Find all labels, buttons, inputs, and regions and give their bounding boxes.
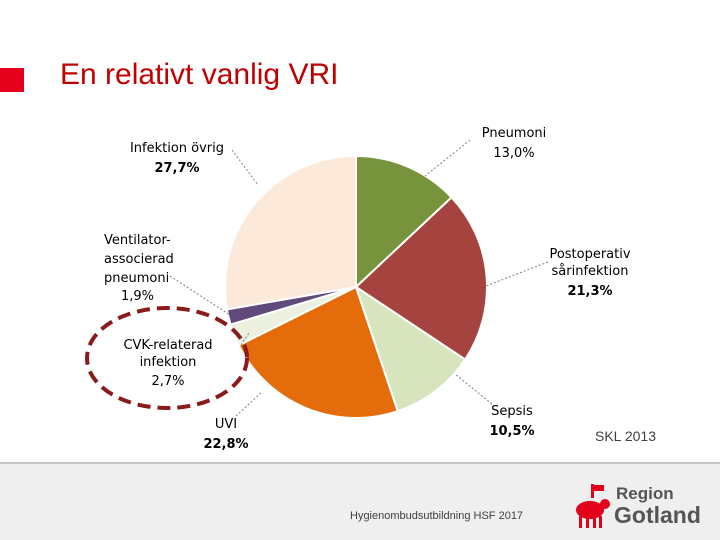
slice-value: 13,0% [493,146,534,161]
pie-slice-0 [355,154,453,290]
label-ventilator: Ventilator- associerad pneumoni 1,9% [104,233,174,304]
pie-chart: Infektion övrig 27,7% Pneumoni 13,0% Pos… [85,126,631,452]
highlight-ellipse [85,306,249,410]
logo-text-gotland: Gotland [614,502,701,528]
leader-lines [169,139,549,417]
logo-text-region: Region [616,484,674,503]
slice-label: pneumoni [104,271,169,286]
title-marker [0,68,24,92]
slice-label: UVI [215,417,237,432]
ram-emblem-icon [576,484,610,528]
slice-value: 22,8% [203,437,248,452]
label-uvi: UVI 22,8% [203,417,248,452]
label-pneumoni: Pneumoni 13,0% [482,126,547,161]
slice-label: associerad [104,252,174,267]
pie-slice-2 [354,284,467,413]
region-logo: Region Gotland [570,482,701,530]
label-cvk: CVK-relaterad infektion 2,7% [123,338,212,389]
slice-label: sårinfektion [552,264,629,279]
footer: Hygienombudsutbildning HSF 2017 Region G… [0,462,720,540]
slice-label: Postoperativ [549,247,630,262]
slice-label: Infektion övrig [130,141,224,156]
slide-title: En relativt vanlig VRI [60,58,339,91]
pie-slice-1 [354,195,488,361]
slice-value: 21,3% [567,284,612,299]
pie-slices [224,154,488,419]
slice-value: 27,7% [154,161,199,176]
slice-label: CVK-relaterad [123,338,212,353]
slice-value: 10,5% [489,424,534,439]
footer-text: Hygienombudsutbildning HSF 2017 [350,510,524,522]
slice-value: 2,7% [151,374,184,389]
label-sepsis: Sepsis 10,5% [489,404,534,439]
slice-label: Sepsis [491,404,533,419]
source-note: SKL 2013 [595,428,656,444]
label-infektion-ovrig: Infektion övrig 27,7% [130,141,224,176]
slice-label: Ventilator- [104,233,171,248]
slice-label: infektion [140,355,197,370]
slice-value: 1,9% [121,289,154,304]
pie-slice-6 [224,154,357,311]
slice-label: Pneumoni [482,126,547,141]
label-postoperativ: Postoperativ sårinfektion 21,3% [549,247,630,299]
